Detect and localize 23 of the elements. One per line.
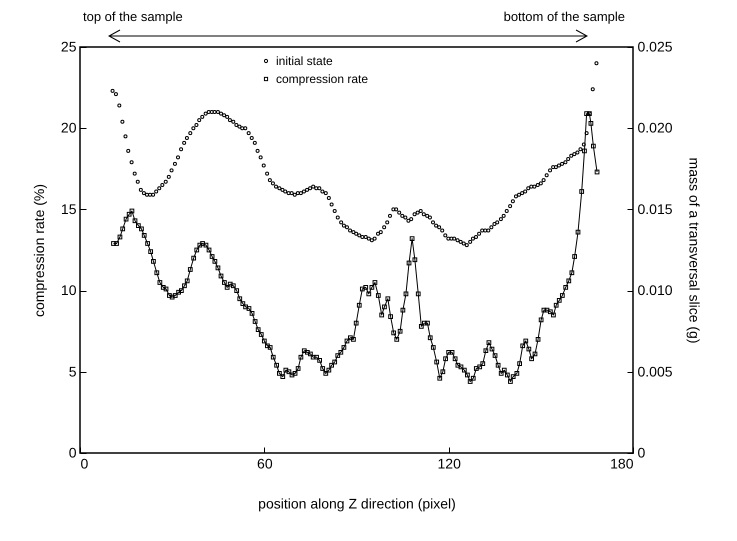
x-tick-label: 180 xyxy=(610,456,634,472)
text: bottom of the sample xyxy=(504,9,625,24)
y2-tick-label: 0.005 xyxy=(638,363,673,380)
legend-label: initial state xyxy=(276,54,334,68)
y-tick-label: 5 xyxy=(68,363,77,380)
y-tick-label: 10 xyxy=(60,282,77,298)
y-tick-label: 0 xyxy=(68,444,77,460)
y-axis-title: compression rate (%) xyxy=(30,184,47,318)
x-tick-label: 0 xyxy=(80,456,88,472)
x-axis-title: position along Z direction (pixel) xyxy=(258,496,456,512)
y-tick-label: 20 xyxy=(60,120,77,136)
x-tick-label: 60 xyxy=(257,456,273,472)
y2-tick-label: 0.015 xyxy=(638,200,673,217)
x-tick-label: 120 xyxy=(437,456,462,472)
y2-tick-label: 0.010 xyxy=(638,282,673,298)
y-tick-label: 25 xyxy=(60,38,77,54)
text: top of the sample xyxy=(83,9,183,24)
legend-label: compression rate xyxy=(276,72,368,86)
y2-tick-label: 0 xyxy=(638,444,646,460)
y2-tick-label: 0.025 xyxy=(638,38,673,54)
y-tick-label: 15 xyxy=(60,200,77,217)
y2-axis-title: mass of a transversal slice (g) xyxy=(686,158,703,344)
y2-tick-label: 0.020 xyxy=(638,120,673,136)
